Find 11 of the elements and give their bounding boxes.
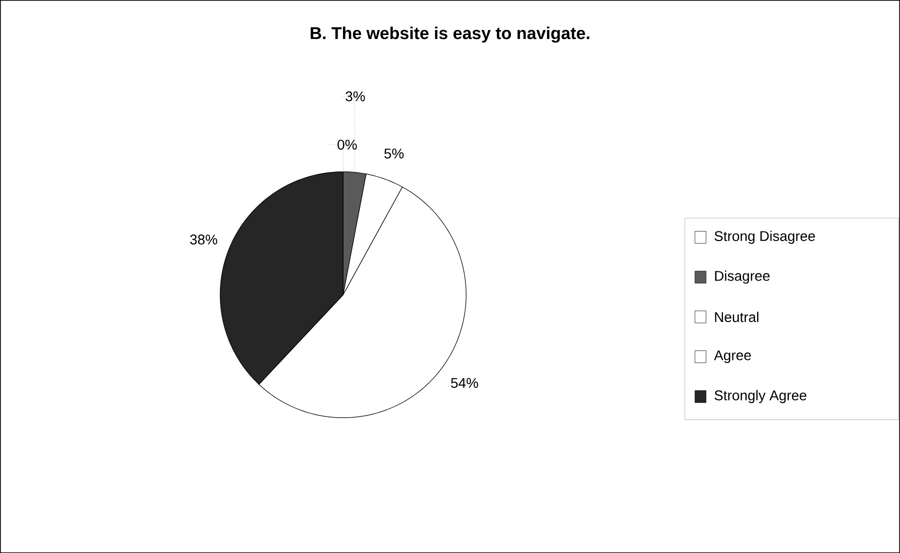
- data-label: 54%: [451, 378, 478, 388]
- legend-label: Neutral: [715, 312, 758, 322]
- legend-label: Strongly Agree: [714, 390, 806, 404]
- data-label: 5%: [384, 148, 404, 158]
- data-label: 38%: [190, 234, 218, 244]
- legend-label: Agree: [714, 350, 751, 363]
- legend-label: Strong Disagree: [714, 230, 815, 244]
- chart-title: B. The website is easy to navigate.: [310, 26, 590, 43]
- data-label: 3%: [346, 91, 365, 102]
- text: 0%: [338, 140, 357, 150]
- legend-label: Disagree: [715, 270, 770, 284]
